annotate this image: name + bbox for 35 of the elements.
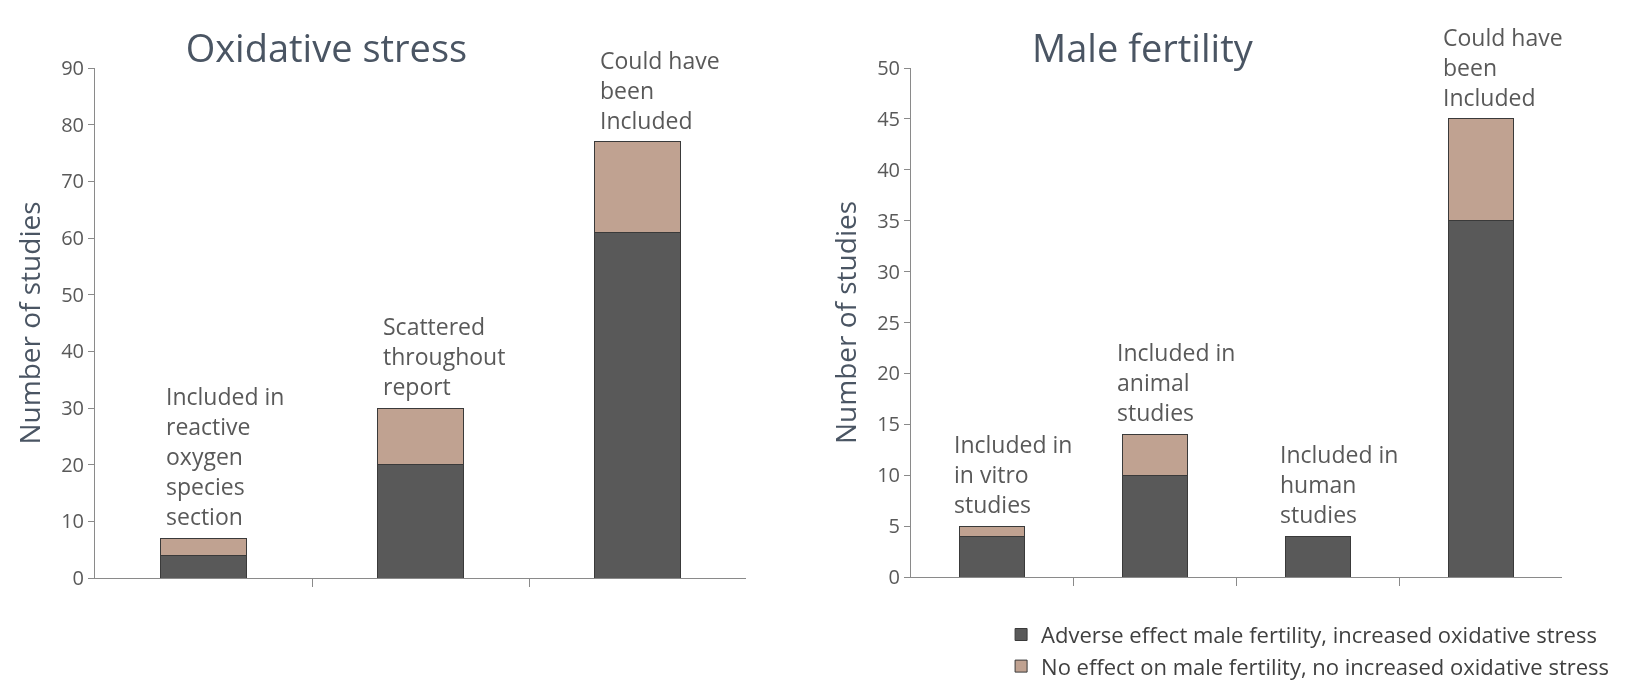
y-tick-label: 30 xyxy=(877,257,900,285)
x-tick-label: Could have been Included xyxy=(1443,21,1563,113)
y-axis-title: Number of studies xyxy=(9,201,48,445)
y-tick-label: 35 xyxy=(877,206,900,234)
x-tick-label: Could have been Included xyxy=(600,44,720,136)
x-tick-label: Scattered throughout report xyxy=(383,310,506,402)
y-tick-label: 70 xyxy=(61,167,84,195)
chart-title: Oxidative stress xyxy=(185,21,468,74)
y-tick-label: 80 xyxy=(61,110,84,138)
y-tick-label: 15 xyxy=(877,410,900,438)
y-tick-label: 5 xyxy=(888,512,900,540)
legend-label: Adverse effect male fertility, increased oxidative stress xyxy=(1041,619,1597,650)
y-tick-label: 90 xyxy=(61,54,84,81)
y-tick-label: 10 xyxy=(61,507,84,535)
y-tick-label: 60 xyxy=(61,224,84,251)
y-tick-label: 45 xyxy=(877,104,900,132)
x-tick-label: Included in reactive oxygen species section xyxy=(166,380,285,532)
y-tick-label: 25 xyxy=(877,308,900,336)
y-tick-label: 30 xyxy=(61,394,84,421)
bar xyxy=(1284,535,1351,577)
y-tick-label: 50 xyxy=(61,280,84,308)
y-axis-title: Number of studies xyxy=(825,200,864,445)
y-tick-label: 20 xyxy=(877,359,900,387)
y-tick-label: 0 xyxy=(72,564,84,591)
y-tick-label: 10 xyxy=(877,461,900,489)
chart-title: Male fertility xyxy=(1032,21,1254,74)
y-tick-label: 20 xyxy=(61,450,84,478)
x-tick-label: Included in animal studies xyxy=(1117,336,1236,428)
y-tick-label: 40 xyxy=(877,155,900,183)
y-tick-label: 0 xyxy=(888,563,900,590)
legend-label: No effect on male fertility, no increased oxidative stress xyxy=(1041,650,1610,681)
x-tick-label: Included in in vitro studies xyxy=(954,428,1073,520)
y-tick-label: 40 xyxy=(61,337,84,365)
y-tick-label: 50 xyxy=(877,54,900,81)
x-tick-label: Included in human studies xyxy=(1280,438,1399,530)
